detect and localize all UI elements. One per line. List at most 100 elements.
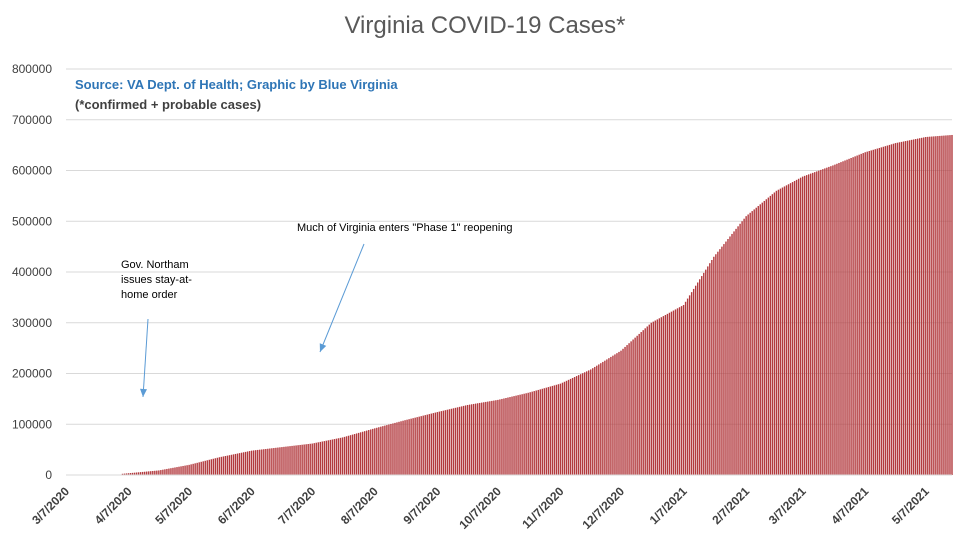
bar bbox=[751, 211, 753, 475]
bar bbox=[910, 139, 913, 475]
bar bbox=[630, 341, 632, 475]
bar bbox=[898, 142, 901, 475]
bar bbox=[739, 223, 741, 475]
bar bbox=[466, 404, 469, 475]
bar bbox=[882, 146, 885, 475]
bar bbox=[156, 470, 158, 475]
bar bbox=[275, 447, 277, 475]
bar bbox=[170, 468, 172, 475]
bar bbox=[357, 432, 360, 475]
bar bbox=[945, 135, 947, 475]
bar bbox=[341, 437, 344, 475]
bar bbox=[678, 307, 681, 475]
bar bbox=[703, 272, 705, 475]
bar bbox=[569, 378, 572, 475]
bar bbox=[640, 332, 642, 475]
bar bbox=[563, 381, 566, 475]
bar bbox=[313, 443, 315, 475]
bar bbox=[884, 146, 887, 475]
bar bbox=[186, 465, 188, 475]
bar bbox=[430, 413, 432, 475]
bar bbox=[725, 241, 727, 475]
bar bbox=[374, 428, 376, 475]
bar bbox=[933, 136, 935, 475]
bar bbox=[529, 392, 531, 475]
bar bbox=[767, 197, 770, 475]
bar bbox=[259, 449, 261, 475]
bar bbox=[295, 445, 297, 475]
bar bbox=[414, 417, 416, 475]
bar bbox=[420, 416, 422, 475]
bar bbox=[557, 384, 560, 475]
bar bbox=[834, 164, 836, 475]
bar bbox=[719, 249, 721, 475]
bar bbox=[317, 442, 319, 475]
bar bbox=[668, 312, 671, 475]
bar bbox=[224, 456, 227, 475]
bar bbox=[184, 465, 186, 475]
y-tick-label: 700000 bbox=[12, 113, 52, 127]
bar bbox=[886, 145, 889, 475]
bar bbox=[939, 135, 941, 475]
bar bbox=[604, 360, 606, 475]
bar bbox=[462, 405, 465, 475]
arrow-phase1 bbox=[319, 243, 365, 353]
bar bbox=[561, 382, 564, 475]
bar bbox=[713, 256, 715, 475]
bar bbox=[757, 206, 759, 475]
bar bbox=[830, 166, 832, 476]
bar bbox=[818, 170, 820, 475]
bar bbox=[388, 424, 390, 475]
bar bbox=[242, 452, 245, 475]
bar bbox=[583, 372, 586, 475]
bar bbox=[472, 403, 475, 475]
bar bbox=[499, 399, 501, 475]
bar bbox=[535, 390, 537, 475]
bar bbox=[406, 419, 408, 475]
bar bbox=[787, 184, 790, 476]
bar bbox=[244, 451, 247, 475]
bar bbox=[816, 171, 818, 475]
bar bbox=[123, 473, 126, 475]
bar bbox=[327, 440, 330, 475]
bar bbox=[321, 441, 324, 475]
bar bbox=[616, 353, 618, 475]
bar bbox=[745, 216, 747, 475]
bar bbox=[852, 157, 854, 475]
bar bbox=[168, 468, 170, 475]
bar bbox=[741, 221, 743, 475]
bar bbox=[628, 343, 630, 475]
bar bbox=[200, 461, 202, 475]
bar bbox=[594, 366, 596, 475]
bar bbox=[749, 212, 751, 476]
bar bbox=[935, 136, 937, 475]
bar bbox=[176, 467, 178, 475]
bar bbox=[511, 396, 513, 475]
bar bbox=[333, 439, 336, 475]
bar bbox=[590, 369, 592, 475]
bar bbox=[908, 140, 911, 475]
bar bbox=[805, 175, 808, 475]
bar bbox=[507, 397, 509, 475]
bar bbox=[517, 395, 519, 475]
bar bbox=[769, 195, 772, 476]
bar bbox=[436, 412, 439, 475]
bar bbox=[801, 176, 804, 475]
bar bbox=[452, 408, 455, 475]
bar bbox=[287, 446, 289, 475]
bar bbox=[596, 365, 598, 475]
bar bbox=[493, 400, 495, 475]
bar bbox=[929, 136, 931, 475]
bar bbox=[301, 444, 303, 475]
bar bbox=[824, 168, 826, 475]
bar bbox=[372, 428, 374, 475]
bar bbox=[152, 470, 154, 475]
bar bbox=[856, 155, 858, 475]
bar bbox=[521, 394, 523, 475]
bar bbox=[351, 434, 354, 475]
bar bbox=[755, 207, 757, 475]
bar bbox=[273, 448, 275, 475]
bar bbox=[814, 172, 816, 475]
bar bbox=[210, 459, 213, 475]
bar bbox=[876, 148, 879, 475]
